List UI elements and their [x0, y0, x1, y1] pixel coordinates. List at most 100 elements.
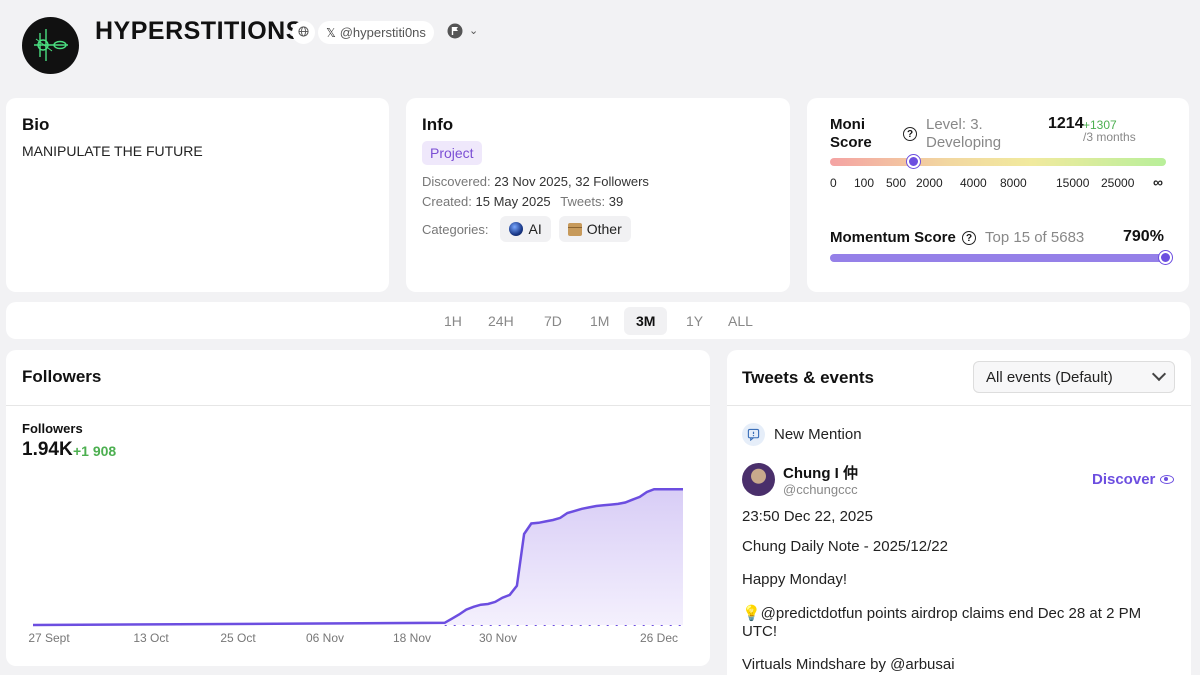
report-button[interactable]	[445, 21, 465, 44]
created-label: Created:	[422, 194, 472, 209]
category-label: AI	[528, 221, 542, 237]
info-title: Info	[422, 115, 454, 134]
tick-label: 25000	[1101, 176, 1135, 190]
tab-24h[interactable]: 24H	[488, 313, 514, 329]
event-type: New Mention	[774, 426, 862, 443]
moni-level: Level: 3. Developing	[926, 116, 1002, 151]
project-logo	[22, 17, 79, 74]
followers-delta: +1 908	[73, 443, 117, 459]
help-icon[interactable]: ?	[903, 127, 917, 141]
tick-label: 15000	[1056, 176, 1090, 190]
tab-all[interactable]: ALL	[728, 313, 753, 329]
tweet-text: Chung Daily Note - 2025/12/22	[742, 538, 948, 555]
moni-score-value: 1214	[1048, 115, 1084, 132]
created-row: Created: 15 May 2025 Tweets: 39	[422, 194, 623, 209]
website-link[interactable]	[292, 21, 315, 44]
tab-1y[interactable]: 1Y	[686, 313, 704, 329]
x-tick-label: 27 Sept	[28, 631, 70, 645]
followers-title: Followers	[22, 367, 102, 386]
discover-label: Discover	[1092, 471, 1156, 488]
x-tick-label: 26 Dec	[640, 631, 678, 645]
momentum-rank: Top 15 of 5683	[985, 229, 1085, 246]
moni-score-bar	[830, 158, 1166, 166]
category-label: Other	[586, 221, 622, 237]
category-chip-ai[interactable]: AI	[500, 216, 551, 242]
chevron-down-icon[interactable]: ⌄	[469, 25, 479, 37]
tweet-text: Happy Monday!	[742, 571, 848, 588]
x-profile-link[interactable]: 𝕏 @hyperstiti0ns	[318, 21, 434, 44]
divider	[727, 405, 1191, 406]
moni-score-period: /3 months	[1083, 130, 1136, 144]
tick-label: ∞	[1153, 174, 1163, 190]
user-name[interactable]: Chung I 仲	[783, 465, 858, 482]
momentum-marker	[1159, 251, 1172, 264]
divider	[6, 405, 710, 406]
followers-count: 1.94K	[22, 439, 73, 460]
discovered-label: Discovered:	[422, 174, 491, 189]
tick-label: 4000	[960, 176, 987, 190]
momentum-title: Momentum Score	[830, 229, 956, 246]
followers-line	[32, 487, 683, 627]
x-tick-label: 18 Nov	[393, 631, 431, 645]
tab-1m[interactable]: 1M	[590, 313, 610, 329]
categories-row: Categories: AI Other	[422, 216, 631, 242]
tick-label: 100	[854, 176, 875, 190]
x-logo-icon: 𝕏	[326, 25, 336, 40]
created-value: 15 May 2025	[475, 194, 551, 209]
followers-label: Followers	[22, 421, 83, 436]
x-tick-label: 30 Nov	[479, 631, 517, 645]
moni-score-card: Moni Score ? Level: 3. Developing 1214 +…	[807, 98, 1189, 292]
project-title: HYPERSTITIONS	[95, 17, 303, 45]
momentum-bar-fill	[830, 254, 1166, 262]
tweet-text: 💡@predictdotfun points airdrop claims en…	[742, 605, 1142, 640]
message-icon	[742, 423, 765, 446]
discovered-value: 23 Nov 2025, 32 Followers	[494, 174, 649, 189]
moni-score-marker	[907, 155, 920, 168]
tweets-title: Tweets & events	[742, 368, 874, 387]
momentum-value: 790%	[1123, 228, 1164, 245]
followers-card: Followers Followers 1.94K +1 908 27 Sept…	[6, 350, 710, 666]
x-tick-label: 06 Nov	[306, 631, 344, 645]
chevron-down-icon	[1151, 366, 1167, 382]
flag-icon	[447, 23, 463, 42]
package-icon	[567, 222, 582, 236]
x-tick-label: 13 Oct	[133, 631, 169, 645]
avatar[interactable]	[742, 463, 775, 496]
help-icon[interactable]: ?	[962, 231, 976, 245]
tab-7d[interactable]: 7D	[544, 313, 562, 329]
tweets-label: Tweets:	[560, 194, 606, 209]
moni-score-ticks: 0 100 500 2000 4000 8000 15000 25000 ∞	[830, 174, 1170, 192]
globe-icon	[298, 25, 309, 40]
discovered-row: Discovered: 23 Nov 2025, 32 Followers	[422, 174, 649, 189]
x-tick-label: 25 Oct	[220, 631, 256, 645]
moni-score-title: Moni Score	[830, 116, 872, 151]
tick-label: 500	[886, 176, 907, 190]
events-filter-select[interactable]: All events (Default)	[973, 361, 1175, 393]
tick-label: 2000	[916, 176, 943, 190]
user-handle: @cchungccc	[783, 482, 858, 497]
tick-label: 0	[830, 176, 837, 190]
tab-1h[interactable]: 1H	[444, 313, 462, 329]
followers-area	[33, 489, 683, 625]
discover-button[interactable]: Discover	[1092, 471, 1175, 488]
momentum-bar	[830, 254, 1166, 262]
tweets-value: 39	[608, 194, 624, 209]
bio-text: MANIPULATE THE FUTURE	[22, 143, 203, 159]
tweet-text: Virtuals Mindshare by @arbusai	[742, 656, 955, 673]
bio-card: Bio MANIPULATE THE FUTURE	[6, 98, 389, 292]
events-filter-value: All events (Default)	[986, 368, 1113, 386]
followers-chart[interactable]: 27 Sept 13 Oct 25 Oct 06 Nov 18 Nov 30 Nov 26 …	[6, 350, 710, 666]
tweet-time: 23:50 Dec 22, 2025	[742, 508, 873, 525]
categories-label: Categories:	[422, 221, 489, 237]
profile-header: HYPERSTITIONS 𝕏 @hyperstiti0ns ⌄	[0, 0, 1200, 96]
x-handle: @hyperstiti0ns	[339, 25, 426, 40]
moni-score-delta: +1307	[1083, 118, 1117, 132]
tick-label: 8000	[1000, 176, 1027, 190]
type-badge: Project	[422, 141, 482, 165]
tab-3m[interactable]: 3M	[624, 307, 668, 335]
timeframe-selector: 1H 24H 7D 1M 3M 1Y ALL	[6, 302, 1190, 339]
eye-icon	[1160, 475, 1175, 484]
category-chip-other[interactable]: Other	[558, 216, 631, 242]
info-card: Info Project Discovered: 23 Nov 2025, 32…	[406, 98, 790, 292]
tweets-events-card: Tweets & events All events (Default) New…	[727, 350, 1191, 675]
